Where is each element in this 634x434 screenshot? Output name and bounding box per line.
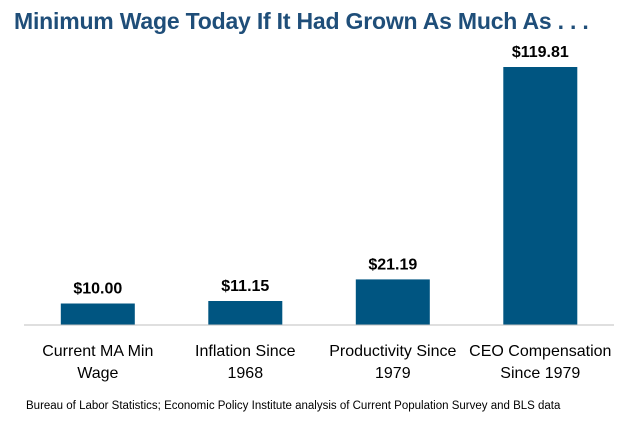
bar-4 (503, 67, 578, 325)
data-label-4: $119.81 (512, 44, 569, 61)
category-label-4-line-2: Since 1979 (500, 365, 580, 382)
category-label-4-line-1: CEO Compensation (469, 343, 611, 360)
data-label-1: $10.00 (73, 281, 122, 298)
category-label-1-line-2: Wage (77, 365, 118, 382)
bar-1 (60, 303, 135, 325)
bar-2 (208, 301, 283, 325)
category-label-2-line-2: 1968 (228, 365, 264, 382)
bar-3 (355, 279, 430, 325)
category-label-1-line-1: Current MA Min (42, 343, 153, 360)
category-label-2-line-1: Inflation Since (195, 343, 296, 360)
category-label-3-line-1: Productivity Since (329, 343, 456, 360)
chart-title: Minimum Wage Today If It Had Grown As Mu… (14, 8, 589, 34)
category-label-3-line-2: 1979 (375, 365, 411, 382)
data-label-2: $11.15 (221, 278, 269, 295)
source-note: Bureau of Labor Statistics; Economic Pol… (26, 400, 561, 412)
bar-chart: $10.00 Current MA Min Wage $11.15 Inflation … (24, 44, 614, 382)
data-label-3: $21.19 (368, 256, 417, 273)
